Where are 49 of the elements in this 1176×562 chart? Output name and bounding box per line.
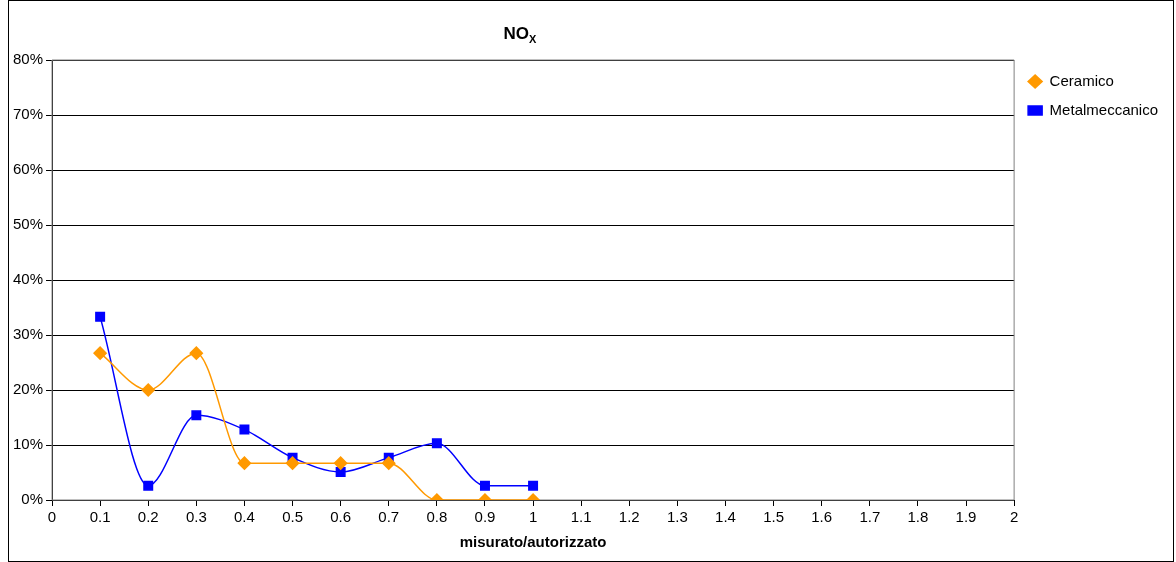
point <box>285 456 300 470</box>
x-tick-label: 0.6 <box>330 508 352 526</box>
y-tick-label: 80% <box>12 50 44 68</box>
x-tick-label: 0.1 <box>89 508 111 526</box>
legend-label: Metalmeccanico <box>1049 100 1159 118</box>
point <box>191 410 202 421</box>
x-tick-label: 1.6 <box>811 508 833 526</box>
legend-label: Ceramico <box>1049 71 1114 89</box>
point <box>239 424 250 435</box>
y-tick-label: 40% <box>12 270 44 288</box>
point <box>189 346 204 360</box>
x-tick-label: 1.9 <box>955 508 977 526</box>
y-tick-label: 50% <box>12 215 44 233</box>
point <box>335 466 346 477</box>
x-tick-label: 0.7 <box>378 508 400 526</box>
point <box>382 456 396 470</box>
point <box>141 383 155 397</box>
point <box>95 311 106 322</box>
y-tick-label: 60% <box>12 160 44 178</box>
y-tick-label: 0% <box>21 490 44 508</box>
point <box>143 480 154 491</box>
x-tick-label: 1 <box>528 508 538 526</box>
x-tick-label: 1.4 <box>715 508 736 526</box>
point <box>237 456 252 470</box>
point <box>528 480 539 491</box>
y-tick-label: 20% <box>12 380 44 398</box>
x-tick-label: 0 <box>47 508 57 526</box>
y-tick-label: 30% <box>12 325 44 343</box>
point <box>333 456 348 470</box>
y-tick-label: 70% <box>12 105 44 123</box>
x-tick-label: 0.3 <box>185 508 207 526</box>
x-tick-label: 0.4 <box>234 508 255 526</box>
x-tick-label: 1.3 <box>666 508 688 526</box>
chart-title: NO$_{X}$ <box>502 24 538 46</box>
x-tick-label: 1.8 <box>907 508 929 526</box>
x-tick-label: 1.2 <box>618 508 640 526</box>
point <box>431 438 442 449</box>
x-tick-label: 2 <box>1009 508 1019 526</box>
point <box>93 346 107 360</box>
x-tick-label: 1.1 <box>570 508 592 526</box>
y-tick-label: 10% <box>12 435 44 453</box>
x-tick-label: 0.5 <box>282 508 303 526</box>
x-tick-label: 0.2 <box>137 508 159 526</box>
x-tick-label: 0.9 <box>474 508 496 526</box>
x-tick-label: 1.7 <box>859 508 881 526</box>
x-tick-label: 0.8 <box>426 508 448 526</box>
x-tick-label: 1.5 <box>763 508 785 526</box>
point <box>479 480 490 491</box>
x-axis-title: misurato/autorizzato <box>459 533 607 551</box>
